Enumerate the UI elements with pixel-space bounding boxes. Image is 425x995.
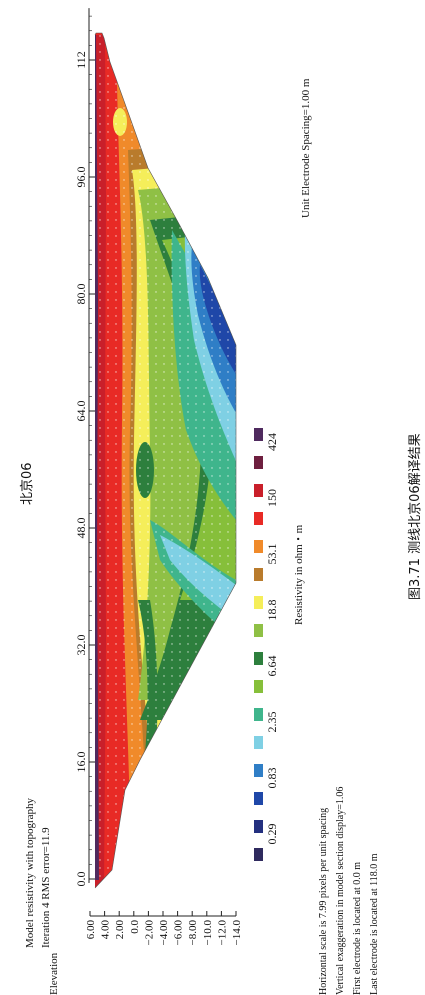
legend-label: 6.64: [265, 656, 279, 677]
y-tick-label: −6.00: [173, 920, 185, 946]
legend-swatch: [254, 596, 263, 609]
legend-swatch: [254, 820, 263, 833]
electrode-axis: 0.0 16.0 32.0 48.0 64.0 80.0 96.0 112: [74, 8, 95, 887]
legend-label: 2.35: [265, 712, 279, 733]
legend-label: 0.29: [265, 824, 279, 845]
legend-swatch: [254, 848, 263, 861]
legend-title: Resistivity in ohm・m: [293, 524, 305, 625]
header-line1: Model resistivity with topography: [24, 797, 36, 948]
legend-label: 424: [265, 433, 279, 451]
x-tick-label: 96.0: [74, 167, 88, 188]
legend-swatch: [254, 680, 263, 693]
legend-swatch: [254, 792, 263, 805]
y-tick-label: −2.00: [143, 920, 155, 946]
footer-line4: Last electrode is located at 118.0 m: [369, 853, 380, 995]
legend-swatch: [254, 652, 263, 665]
legend-swatch: [254, 568, 263, 581]
resistivity-section: [95, 33, 236, 888]
y-tick-label: 0.0: [129, 920, 141, 934]
y-tick-label: −8.00: [187, 920, 199, 946]
unit-spacing-note: Unit Electrode Spacing=1.00 m: [300, 78, 312, 218]
y-tick-label: −4.00: [158, 920, 170, 946]
x-tick-label: 80.0: [74, 284, 88, 305]
footer-line1: Horizontal scale is 7.99 pixels per unit…: [318, 807, 329, 995]
legend-swatch: [254, 512, 263, 525]
legend-swatch: [254, 736, 263, 749]
y-tick-label: 6.00: [85, 920, 97, 940]
footer-line2: Vertical exaggeration in model section d…: [335, 786, 346, 995]
figure-caption: 图3.71 测线北京06解译结果: [408, 433, 423, 600]
x-tick-label: 32.0: [74, 635, 88, 656]
legend-swatch: [254, 624, 263, 637]
topography-outline: [94, 32, 237, 889]
y-tick-label: −12.0: [216, 920, 228, 946]
legend-swatch: [254, 428, 263, 441]
resistivity-legend: 0.29 0.83 2.35 6.64 18.8 53.1 150 424: [254, 428, 279, 861]
x-tick-label: 0.0: [74, 872, 88, 887]
legend-swatch: [254, 764, 263, 777]
model-cell-dots: [95, 33, 236, 888]
x-tick-label: 16.0: [74, 752, 88, 773]
legend-swatch: [254, 484, 263, 497]
footer-line3: First electrode is located at 0.0 m: [352, 861, 363, 995]
y-tick-label: −14.0: [231, 920, 243, 946]
x-tick-label: 112: [74, 51, 88, 69]
legend-swatch: [254, 456, 263, 469]
x-tick-label: 48.0: [74, 518, 88, 539]
legend-swatch: [254, 540, 263, 553]
elevation-label: Elevation: [48, 952, 60, 995]
legend-label: 18.8: [265, 600, 279, 621]
header-line2: Iteration 4 RMS error=11.9: [40, 827, 52, 948]
legend-label: 150: [265, 489, 279, 507]
elevation-axis: 6.00 4.00 2.00 0.0 −2.00 −4.00 −6.00 −8.00 −10.0…: [85, 911, 243, 945]
y-tick-label: 4.00: [100, 920, 112, 940]
legend-swatch: [254, 708, 263, 721]
section-title: 北京06: [20, 462, 35, 505]
y-tick-label: 2.00: [114, 920, 126, 940]
y-tick-label: −10.0: [202, 920, 214, 946]
x-tick-label: 64.0: [74, 401, 88, 422]
legend-label: 0.83: [265, 768, 279, 789]
legend-label: 53.1: [265, 544, 279, 565]
